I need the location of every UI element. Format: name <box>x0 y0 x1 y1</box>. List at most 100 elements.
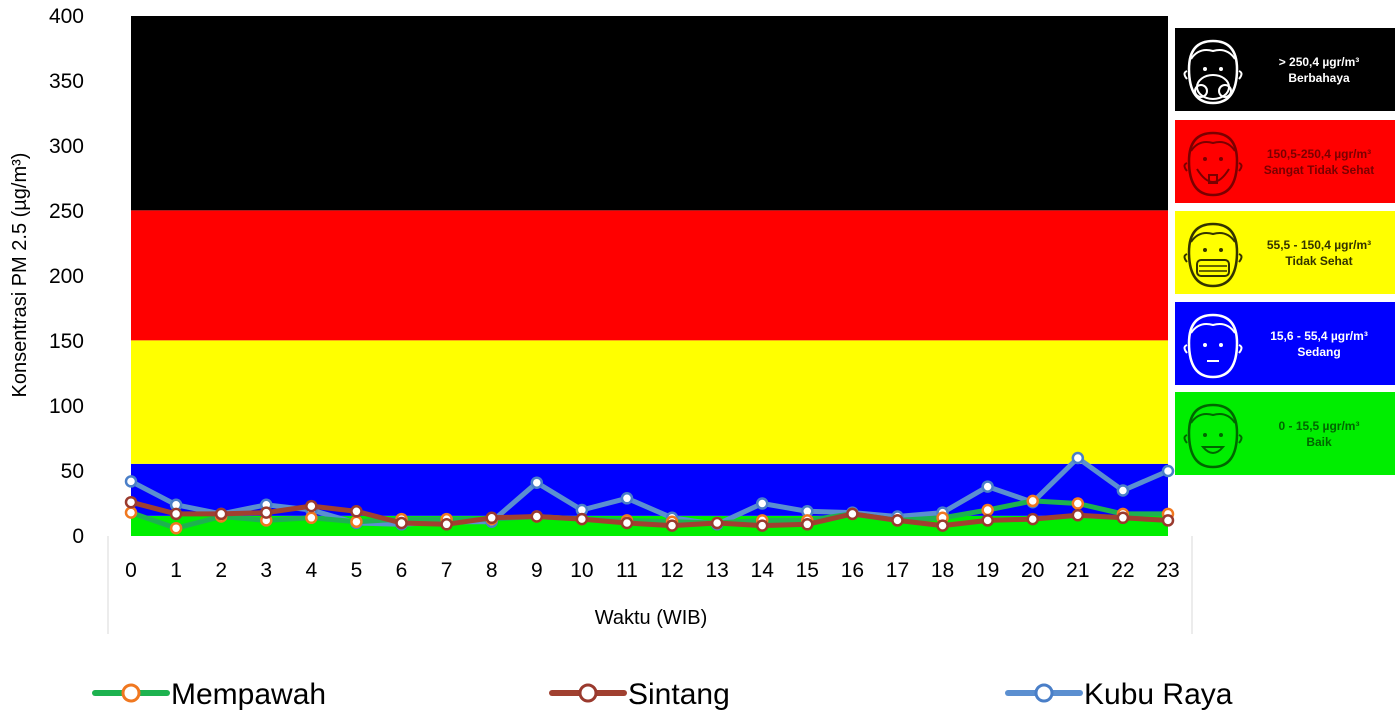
x-tick-label: 2 <box>215 559 227 582</box>
x-tick-label: 20 <box>1021 559 1044 582</box>
data-point-sintang <box>755 519 769 532</box>
data-point-sintang <box>1161 514 1175 527</box>
data-point-sintang <box>846 507 859 521</box>
data-point-kubu-raya <box>755 497 769 510</box>
data-point-mempawah <box>1026 494 1039 508</box>
data-point-sintang <box>801 518 814 531</box>
data-point-kubu-raya <box>1071 451 1085 465</box>
legend-item-sintang: Sintang <box>549 678 730 711</box>
data-point-mempawah <box>305 511 318 525</box>
category-label: Berbahaya <box>1288 70 1350 85</box>
x-tick-label: 22 <box>1111 559 1134 582</box>
y-tick-label: 250 <box>49 200 84 223</box>
data-point-sintang <box>891 514 904 527</box>
band-3 <box>131 210 1168 341</box>
data-point-kubu-raya <box>1161 464 1175 478</box>
x-tick-label: 12 <box>660 559 683 582</box>
gas-mask-face-icon <box>1183 39 1243 104</box>
data-point-sintang <box>395 516 408 530</box>
x-tick-label: 5 <box>351 559 363 582</box>
series-line-mempawah <box>128 498 1171 531</box>
y-axis-ticks: 0 50 100 150 200 250 300 350 400 <box>49 5 84 548</box>
data-point-sintang <box>665 519 679 532</box>
data-point-sintang <box>620 516 634 530</box>
y-tick-label: 350 <box>49 70 84 93</box>
x-tick-label: 16 <box>841 559 864 582</box>
data-point-sintang <box>575 512 589 526</box>
legend: Mempawah Sintang Kubu Raya <box>92 678 1233 711</box>
x-tick-label: 0 <box>125 559 137 582</box>
category-panel-tidak-sehat: 55,5 - 150,4 µgr/m³ Tidak Sehat <box>1175 211 1395 294</box>
y-tick-label: 400 <box>49 5 84 28</box>
legend-item-mempawah: Mempawah <box>92 678 326 711</box>
x-tick-label: 11 <box>616 559 638 582</box>
series-layer <box>124 451 1175 535</box>
category-range: > 250,4 µgr/m³ <box>1278 54 1360 69</box>
legend-label: Sintang <box>628 678 730 711</box>
x-tick-label: 21 <box>1066 559 1089 582</box>
data-point-sintang <box>440 518 453 531</box>
data-point-sintang <box>350 505 363 518</box>
category-panel-sedang: 15,6 - 55,4 µgr/m³ Sedang <box>1175 302 1395 385</box>
y-tick-label: 150 <box>49 330 84 353</box>
data-point-kubu-raya <box>981 480 994 493</box>
mask-face-icon <box>1183 131 1243 196</box>
x-tick-label: 10 <box>570 559 593 582</box>
data-point-sintang <box>530 510 544 523</box>
x-tick-label: 1 <box>170 559 182 582</box>
x-tick-label: 15 <box>796 559 819 582</box>
data-point-sintang <box>214 507 228 521</box>
x-tick-label: 19 <box>976 559 999 582</box>
data-point-mempawah <box>1071 497 1085 510</box>
data-point-sintang <box>260 506 273 519</box>
data-point-kubu-raya <box>530 476 544 489</box>
category-label: Tidak Sehat <box>1285 253 1353 268</box>
x-tick-label: 13 <box>705 559 728 582</box>
series-line-sintang <box>128 499 1171 529</box>
neutral-face-icon <box>1183 313 1243 378</box>
category-panel-sangat-tidak-sehat: 150,5-250,4 µgr/m³ Sangat Tidak Sehat <box>1175 120 1395 203</box>
y-tick-label: 200 <box>49 265 84 288</box>
legend-label: Mempawah <box>171 678 326 711</box>
y-tick-label: 100 <box>49 395 84 418</box>
band-2 <box>131 340 1168 464</box>
data-point-sintang <box>485 511 498 525</box>
data-point-sintang <box>169 507 183 521</box>
data-point-sintang <box>1116 511 1130 525</box>
data-point-sintang <box>1026 512 1039 526</box>
data-point-kubu-raya <box>124 475 138 488</box>
data-point-sintang <box>124 495 138 509</box>
category-range: 55,5 - 150,4 µgr/m³ <box>1266 237 1372 252</box>
legend-label: Kubu Raya <box>1084 678 1233 711</box>
smile-face-icon <box>1183 403 1243 468</box>
legend-marker <box>1034 683 1054 703</box>
data-point-kubu-raya <box>1116 484 1130 497</box>
category-range: 0 - 15,5 µgr/m³ <box>1278 418 1360 433</box>
x-tick-label: 23 <box>1156 559 1179 582</box>
surgical-mask-face-icon <box>1183 222 1243 287</box>
y-tick-label: 0 <box>72 525 84 548</box>
data-point-sintang <box>710 516 724 530</box>
data-point-sintang <box>305 499 318 513</box>
category-label: Baik <box>1306 434 1332 449</box>
y-tick-label: 300 <box>49 135 84 158</box>
data-point-mempawah <box>350 515 363 528</box>
x-tick-label: 3 <box>260 559 272 582</box>
category-label: Sangat Tidak Sehat <box>1263 162 1375 177</box>
data-point-sintang <box>936 519 949 532</box>
x-tick-label: 7 <box>441 559 453 582</box>
data-point-mempawah <box>169 521 183 535</box>
x-tick-label: 18 <box>931 559 954 582</box>
category-range: 150,5-250,4 µgr/m³ <box>1266 146 1372 161</box>
x-tick-label: 6 <box>396 559 408 582</box>
category-panel-baik: 0 - 15,5 µgr/m³ Baik <box>1175 392 1395 475</box>
data-point-sintang <box>1071 508 1085 522</box>
legend-item-kubu-raya: Kubu Raya <box>1005 678 1233 711</box>
x-tick-label: 8 <box>486 559 498 582</box>
air-quality-bands <box>131 16 1168 536</box>
legend-marker <box>578 683 598 703</box>
x-tick-label: 14 <box>751 559 775 582</box>
category-range: 15,6 - 55,4 µgr/m³ <box>1270 328 1368 343</box>
category-label: Sedang <box>1297 344 1341 359</box>
